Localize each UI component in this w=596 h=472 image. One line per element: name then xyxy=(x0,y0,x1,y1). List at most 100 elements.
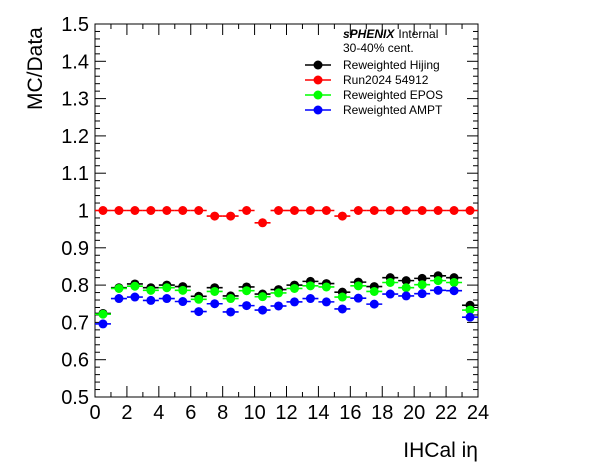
data-point xyxy=(210,211,220,221)
data-point xyxy=(226,294,236,304)
x-tick-label: 8 xyxy=(217,402,228,424)
y-axis-title: MC/Data xyxy=(24,27,47,110)
y-tick-label: 0.5 xyxy=(61,387,89,409)
y-tick-label: 1 xyxy=(78,201,89,223)
data-point xyxy=(353,281,363,291)
legend-label: Reweighted EPOS xyxy=(343,88,443,102)
series-3 xyxy=(95,285,478,329)
data-point xyxy=(130,292,140,302)
y-tick-label: 1.1 xyxy=(61,163,89,185)
data-point xyxy=(258,292,268,302)
data-point xyxy=(130,281,140,291)
data-point xyxy=(465,312,475,322)
legend-label: Reweighted AMPT xyxy=(343,103,443,117)
data-point xyxy=(305,294,315,304)
data-point xyxy=(353,293,363,303)
data-point xyxy=(369,206,379,215)
data-point xyxy=(274,301,284,311)
data-point xyxy=(369,299,379,309)
data-point xyxy=(401,206,411,215)
y-tick-label: 0.9 xyxy=(61,238,89,260)
data-point xyxy=(194,294,204,304)
data-point xyxy=(194,206,204,215)
x-tick-label: 18 xyxy=(371,402,393,424)
legend-marker xyxy=(313,105,323,115)
data-point xyxy=(130,206,140,215)
legend: sPHENIX Internal 30-40% cent. Reweighted … xyxy=(305,27,443,117)
x-axis-title: IHCal iη xyxy=(403,439,478,462)
data-point xyxy=(369,286,379,296)
data-point xyxy=(98,309,108,319)
data-point xyxy=(146,206,156,215)
x-tick-label: 24 xyxy=(467,402,489,424)
data-point xyxy=(242,301,252,311)
x-tick-label: 14 xyxy=(307,402,329,424)
legend-header-centrality: 30-40% cent. xyxy=(343,41,414,55)
data-point xyxy=(417,206,427,215)
data-point xyxy=(449,206,459,215)
data-point xyxy=(226,211,236,221)
data-point xyxy=(417,289,427,299)
x-tick-label: 10 xyxy=(243,402,265,424)
x-tick-label: 6 xyxy=(185,402,196,424)
data-point xyxy=(449,286,459,296)
data-point xyxy=(146,285,156,295)
data-point xyxy=(162,294,172,304)
data-point xyxy=(401,283,411,293)
series-2 xyxy=(95,276,478,319)
legend-marker xyxy=(313,60,323,70)
status-label: Internal xyxy=(398,27,438,41)
legend-header-line1: sPHENIX Internal xyxy=(343,27,438,41)
y-tick-label: 0.8 xyxy=(61,275,89,297)
data-point xyxy=(465,305,475,315)
y-tick-label: 0.7 xyxy=(61,312,89,334)
data-point xyxy=(401,291,411,301)
x-tick-label: 20 xyxy=(403,402,425,424)
x-tick-label: 22 xyxy=(435,402,457,424)
data-point xyxy=(417,273,427,283)
data-point xyxy=(210,286,220,296)
y-tick-label: 1.2 xyxy=(61,126,89,148)
brand-label: sPHENIX xyxy=(343,27,395,41)
data-point xyxy=(337,292,347,302)
series-1 xyxy=(95,206,478,228)
data-point xyxy=(114,294,124,304)
tick-labels: 0 2 4 6 8 10 12 14 16 18 20 22 240.50.60.70.80.911.1… xyxy=(61,14,489,424)
data-point xyxy=(242,206,252,215)
x-tick-label: 4 xyxy=(153,402,164,424)
data-point xyxy=(162,283,172,293)
data-point xyxy=(114,283,124,293)
y-tick-label: 1.4 xyxy=(61,51,89,73)
data-point xyxy=(98,206,108,215)
data-point xyxy=(385,277,395,287)
data-point xyxy=(385,206,395,215)
x-tick-label: 12 xyxy=(275,402,297,424)
y-tick-label: 1.3 xyxy=(61,89,89,111)
data-point xyxy=(321,282,331,292)
data-point xyxy=(289,206,299,215)
data-point xyxy=(449,277,459,287)
data-point xyxy=(289,297,299,307)
data-point xyxy=(98,319,108,329)
data-point xyxy=(433,285,443,295)
data-series xyxy=(95,206,478,329)
data-point xyxy=(194,307,204,317)
data-point xyxy=(210,299,220,309)
data-point xyxy=(146,295,156,305)
legend-label: Run2024 54912 xyxy=(343,73,429,87)
data-point xyxy=(242,286,252,296)
legend-marker xyxy=(313,75,323,85)
x-tick-label: 16 xyxy=(339,402,361,424)
data-point xyxy=(385,289,395,299)
y-tick-label: 1.5 xyxy=(61,14,89,36)
data-point xyxy=(353,206,363,215)
data-point xyxy=(258,305,268,315)
data-point xyxy=(465,206,475,215)
data-point xyxy=(114,206,124,215)
data-point xyxy=(305,281,315,291)
data-point xyxy=(289,283,299,293)
data-point xyxy=(321,206,331,215)
data-point xyxy=(337,304,347,314)
data-point xyxy=(258,218,268,228)
